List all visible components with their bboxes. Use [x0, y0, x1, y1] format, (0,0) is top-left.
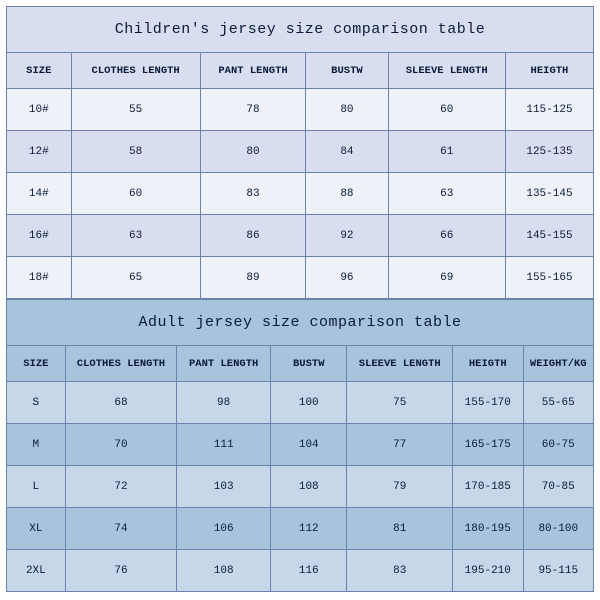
adult-size-table: Adult jersey size comparison table SIZE … — [6, 299, 594, 592]
table-row: M7011110477165-17560-75 — [7, 424, 594, 466]
col-heigth: HEIGTH — [505, 53, 593, 89]
col-pant-length: PANT LENGTH — [177, 346, 271, 382]
col-pant-length: PANT LENGTH — [200, 53, 306, 89]
col-size: SIZE — [7, 346, 66, 382]
col-clothes-length: CLOTHES LENGTH — [65, 346, 177, 382]
col-sleeve-length: SLEEVE LENGTH — [347, 346, 453, 382]
col-sleeve-length: SLEEVE LENGTH — [388, 53, 505, 89]
table-row: 12#58808461125-135 — [7, 131, 594, 173]
col-bustw: BUSTW — [271, 346, 347, 382]
table-row: S689810075155-17055-65 — [7, 382, 594, 424]
col-bustw: BUSTW — [306, 53, 388, 89]
col-clothes-length: CLOTHES LENGTH — [71, 53, 200, 89]
children-header-row: SIZE CLOTHES LENGTH PANT LENGTH BUSTW SL… — [7, 53, 594, 89]
children-title: Children's jersey size comparison table — [7, 7, 594, 53]
col-heigth: HEIGTH — [453, 346, 523, 382]
table-row: 14#60838863135-145 — [7, 173, 594, 215]
adult-title: Adult jersey size comparison table — [7, 300, 594, 346]
table-row: L7210310879170-18570-85 — [7, 466, 594, 508]
table-row: XL7410611281180-19580-100 — [7, 508, 594, 550]
children-size-table: Children's jersey size comparison table … — [6, 6, 594, 299]
table-row: 16#63869266145-155 — [7, 215, 594, 257]
table-row: 2XL7610811683195-21095-115 — [7, 550, 594, 592]
table-row: 10#55788060115-125 — [7, 89, 594, 131]
adult-header-row: SIZE CLOTHES LENGTH PANT LENGTH BUSTW SL… — [7, 346, 594, 382]
table-row: 18#65899669155-165 — [7, 257, 594, 299]
col-size: SIZE — [7, 53, 72, 89]
col-weight: WEIGHT/KG — [523, 346, 594, 382]
